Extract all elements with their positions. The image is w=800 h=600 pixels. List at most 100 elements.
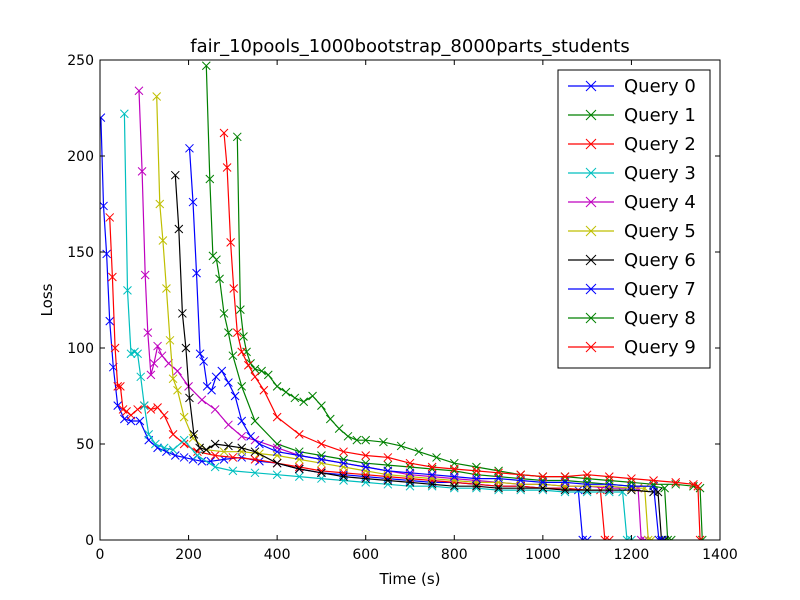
x-tick-label: 0 xyxy=(96,547,105,563)
data-point xyxy=(263,370,273,380)
data-point xyxy=(653,487,663,497)
data-point xyxy=(134,86,144,96)
legend-marker xyxy=(585,196,597,208)
data-point xyxy=(168,430,178,439)
data-point xyxy=(215,274,224,284)
data-point xyxy=(228,466,238,476)
data-point xyxy=(210,439,220,449)
data-point xyxy=(627,535,636,540)
data-point xyxy=(133,349,142,359)
data-point xyxy=(272,470,282,480)
data-point xyxy=(170,170,180,180)
data-point xyxy=(414,447,424,457)
data-point xyxy=(250,416,260,426)
legend-marker xyxy=(585,225,597,237)
data-point xyxy=(237,382,247,391)
legend-entry: Query 2 xyxy=(568,134,696,155)
data-point xyxy=(494,483,503,493)
legend-label: Query 3 xyxy=(624,163,696,184)
data-point xyxy=(560,485,570,495)
data-point xyxy=(179,412,189,422)
legend-marker xyxy=(585,138,597,150)
legend-entry: Query 9 xyxy=(568,337,696,358)
data-point xyxy=(472,478,481,487)
data-point xyxy=(494,481,503,491)
data-point xyxy=(627,481,636,491)
data-point xyxy=(222,163,232,172)
data-point xyxy=(325,414,335,424)
x-axis: 0 200 400 600 800 1000 1200 1400 xyxy=(96,60,738,563)
data-point xyxy=(294,455,304,464)
data-point xyxy=(232,132,242,142)
data-point xyxy=(427,479,437,489)
data-point xyxy=(649,479,658,489)
data-point xyxy=(181,343,191,353)
data-point xyxy=(361,462,371,472)
data-point xyxy=(113,382,123,391)
y-tick-label: 250 xyxy=(67,53,94,69)
data-point xyxy=(343,431,353,441)
data-point xyxy=(627,485,636,495)
legend: Query 0 Query 1 Query 2 Query 3 Query 4 Query… xyxy=(557,69,711,369)
data-point xyxy=(173,366,182,376)
data-point xyxy=(219,447,229,457)
data-point xyxy=(308,391,317,401)
legend-entry: Query 0 xyxy=(568,76,696,97)
data-point xyxy=(472,474,481,483)
data-point xyxy=(383,466,393,476)
data-point xyxy=(582,535,592,540)
data-point xyxy=(643,535,653,540)
legend-label: Query 5 xyxy=(624,221,696,242)
legend-entry: Query 6 xyxy=(568,250,696,271)
data-point xyxy=(250,372,260,382)
data-point xyxy=(317,458,326,468)
data-point xyxy=(281,387,291,397)
data-point xyxy=(250,468,260,478)
legend-label: Query 8 xyxy=(624,308,696,329)
data-point xyxy=(179,453,189,462)
data-point xyxy=(339,472,348,481)
chart-title: fair_10pools_1000bootstrap_8000parts_stu… xyxy=(190,36,629,57)
data-point xyxy=(126,410,136,420)
legend-marker xyxy=(585,109,597,121)
data-point xyxy=(255,456,264,466)
data-point xyxy=(224,441,233,451)
legend-label: Query 2 xyxy=(624,134,696,155)
data-point xyxy=(237,347,247,357)
x-axis-label: Time (s) xyxy=(379,570,441,588)
data-point xyxy=(136,372,146,382)
data-point xyxy=(472,462,481,472)
data-point xyxy=(178,309,187,318)
data-point xyxy=(582,470,592,480)
data-point xyxy=(195,349,205,359)
data-point xyxy=(199,357,208,366)
data-point xyxy=(149,359,159,368)
data-point xyxy=(257,366,266,376)
data-point xyxy=(578,535,588,540)
data-point xyxy=(693,481,703,491)
data-point xyxy=(627,478,636,487)
data-point xyxy=(427,462,437,472)
data-point xyxy=(239,332,248,341)
data-point xyxy=(472,481,481,491)
data-point xyxy=(538,472,548,481)
data-point xyxy=(272,382,282,391)
data-point xyxy=(157,351,167,361)
data-point xyxy=(137,167,147,176)
y-tick-label: 150 xyxy=(67,245,94,261)
data-point xyxy=(226,238,235,247)
data-point xyxy=(212,255,221,265)
data-point xyxy=(427,470,437,480)
data-point xyxy=(192,268,201,278)
data-point xyxy=(339,455,348,464)
data-point xyxy=(361,466,371,476)
data-point xyxy=(173,385,182,395)
data-point xyxy=(195,443,204,453)
data-point xyxy=(582,474,592,483)
data-point xyxy=(472,466,481,476)
data-point xyxy=(383,453,393,462)
data-point xyxy=(405,468,415,478)
data-point xyxy=(140,270,150,280)
data-point xyxy=(123,286,132,295)
data-point xyxy=(246,431,255,441)
